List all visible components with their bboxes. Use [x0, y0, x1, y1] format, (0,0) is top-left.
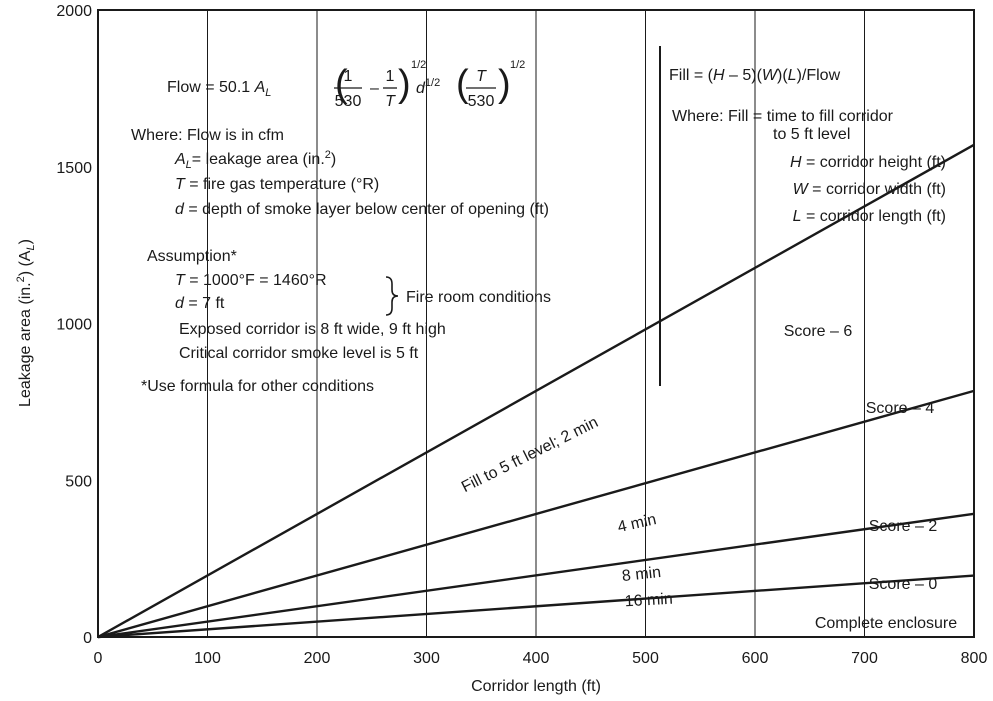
al-definition: AL= leakage area (in.2) — [174, 149, 336, 171]
zone-label-score-0: Score – 0 — [869, 576, 938, 593]
svg-text:Flow = 50.1 AL: Flow = 50.1 AL — [167, 79, 271, 99]
series-label-4min: 4 min — [616, 511, 658, 536]
x-tick-label: 200 — [304, 650, 331, 667]
series-line — [97, 574, 975, 639]
series-label-16min: 16 min — [624, 591, 673, 611]
fill-formula: Fill = (H – 5)(W)(L)/Flow — [669, 67, 841, 84]
assumption-brace — [385, 276, 399, 316]
svg-text:530: 530 — [468, 93, 495, 110]
formula-paren-right-2: ) — [498, 63, 511, 105]
where-flow: Where: Flow is in cfm — [131, 127, 284, 144]
formula-paren-left-1: ( — [335, 63, 348, 105]
x-tick-labels: 0 100 200 300 400 500 600 700 800 — [94, 650, 988, 667]
svg-text:T: T — [476, 68, 487, 85]
series-label-8min: 8 min — [621, 564, 662, 585]
x-tick-label: 300 — [413, 650, 440, 667]
x-tick-label: 800 — [961, 650, 988, 667]
svg-text:1: 1 — [386, 68, 395, 85]
assumption-d: d = 7 ft — [175, 295, 225, 312]
y-tick-labels: 0 500 1000 1500 2000 — [56, 3, 92, 647]
y-axis-title: Leakage area (in.2) (AL) — [15, 239, 37, 407]
svg-text:1/2: 1/2 — [510, 59, 525, 71]
w-definition: W = corridor width (ft) — [793, 181, 946, 198]
svg-text:T: T — [385, 93, 396, 110]
l-definition: L = corridor length (ft) — [793, 208, 946, 225]
assumption-t: T = 1000°F = 1460°R — [175, 272, 327, 289]
series-line — [97, 512, 975, 639]
series-lines — [97, 143, 975, 639]
x-tick-label: 600 — [742, 650, 769, 667]
use-formula-note: *Use formula for other conditions — [141, 378, 374, 395]
t-definition: T = fire gas temperature (°R) — [175, 176, 379, 193]
svg-text:1: 1 — [344, 68, 353, 85]
y-tick-label: 2000 — [56, 3, 92, 20]
where-fill-line-1: Where: Fill = time to fill corridor — [672, 108, 894, 125]
x-tick-label: 0 — [94, 650, 103, 667]
x-axis-title: Corridor length (ft) — [471, 678, 601, 695]
svg-text:d1/2: d1/2 — [416, 77, 440, 97]
svg-text:1/2: 1/2 — [411, 59, 426, 71]
critical-level: Critical corridor smoke level is 5 ft — [179, 345, 419, 362]
x-tick-label: 400 — [523, 650, 550, 667]
exposed-corridor: Exposed corridor is 8 ft wide, 9 ft high — [179, 321, 446, 338]
series-label-2min: Fill to 5 ft level; 2 min — [459, 414, 601, 496]
d-definition: d = depth of smoke layer below center of… — [175, 201, 549, 218]
formula-paren-left-2: ( — [456, 63, 469, 105]
zone-label-score-4: Score – 4 — [866, 400, 935, 417]
x-tick-label: 700 — [851, 650, 878, 667]
y-tick-label: 0 — [83, 630, 92, 647]
y-tick-label: 1500 — [56, 160, 92, 177]
grid — [207, 10, 865, 637]
series-line — [97, 389, 975, 639]
y-tick-label: 500 — [65, 473, 92, 490]
zone-label-complete-enclosure: Complete enclosure — [815, 615, 957, 632]
h-definition: H = corridor height (ft) — [790, 154, 946, 171]
svg-text:–: – — [370, 80, 379, 97]
y-tick-label: 1000 — [56, 317, 92, 334]
plot-frame — [97, 9, 975, 638]
x-tick-label: 500 — [632, 650, 659, 667]
fire-room-conditions: Fire room conditions — [406, 289, 551, 306]
assumption-heading: Assumption* — [147, 248, 237, 265]
svg-text:530: 530 — [335, 93, 362, 110]
formula-paren-right-1: ) — [398, 63, 411, 105]
zone-label-score-6: Score – 6 — [784, 323, 853, 340]
series-line — [97, 143, 975, 639]
x-tick-label: 100 — [194, 650, 221, 667]
flow-formula: Flow = 50.1 AL ( 1 530 – 1 T ) 1/2 d1/2 … — [167, 59, 525, 110]
where-fill-line-2: to 5 ft level — [773, 126, 850, 143]
zone-label-score-2: Score – 2 — [869, 518, 938, 535]
